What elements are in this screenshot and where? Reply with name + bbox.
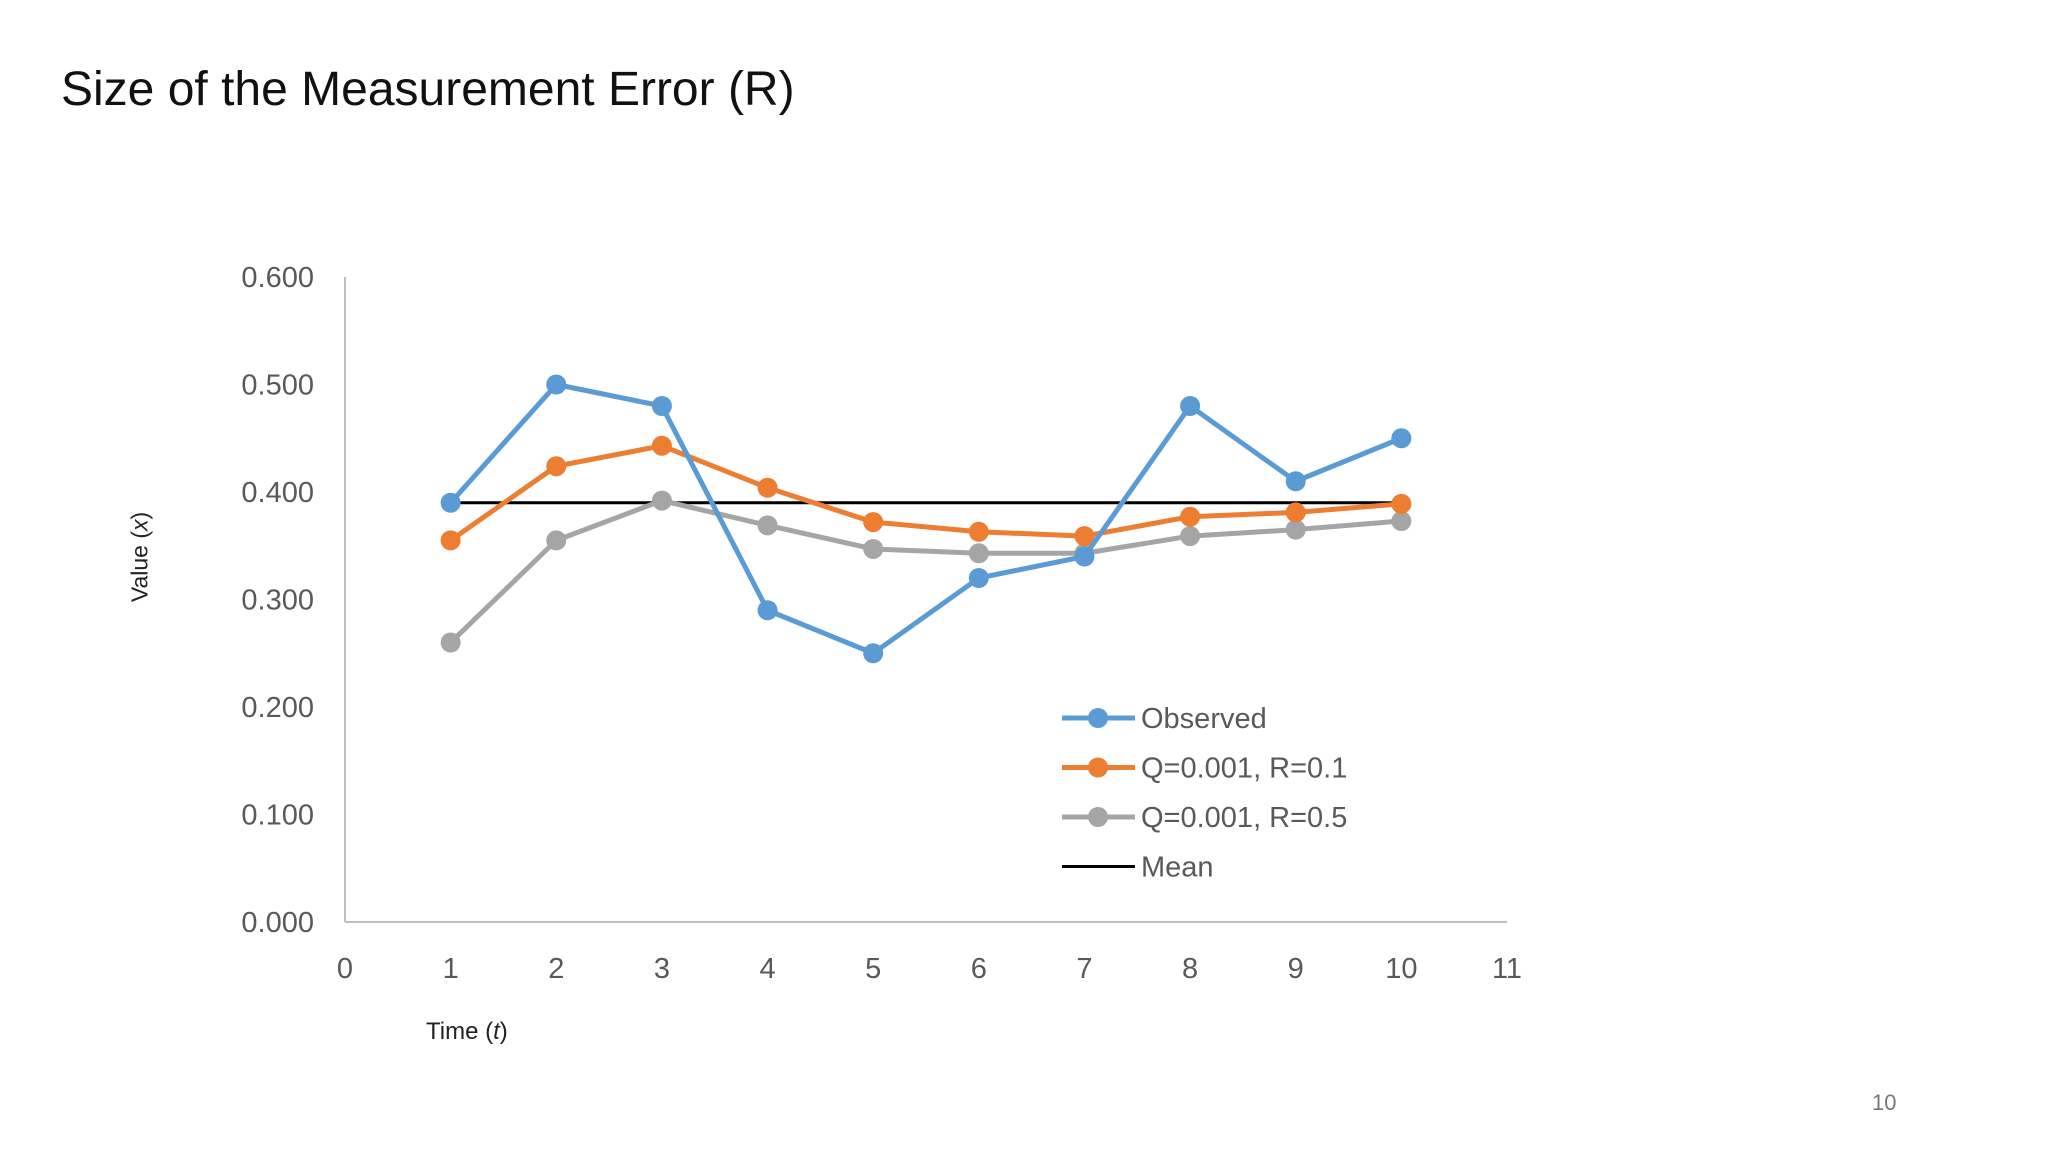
- data-point: [1391, 428, 1412, 449]
- data-point: [651, 490, 672, 511]
- legend-swatch-marker: [1088, 807, 1108, 827]
- data-point: [1285, 502, 1306, 523]
- legend-entry: Mean: [1062, 852, 1214, 884]
- data-point: [440, 530, 461, 551]
- legend-entry: Q=0.001, R=0.1: [1062, 753, 1347, 785]
- data-point: [1180, 506, 1201, 527]
- x-axis-label: Time (t): [426, 1018, 508, 1046]
- data-point: [968, 568, 989, 588]
- series-q-0-001-r-0-1: [440, 435, 1412, 551]
- legend-entry: Q=0.001, R=0.5: [1062, 802, 1347, 834]
- data-point: [1391, 493, 1412, 514]
- x-tick-label: 11: [1492, 953, 1522, 985]
- legend-label: Q=0.001, R=0.1: [1141, 753, 1347, 785]
- data-point: [1074, 526, 1095, 547]
- data-point: [1391, 511, 1412, 532]
- data-point: [1285, 471, 1306, 492]
- legend-swatch-marker: [1088, 708, 1108, 728]
- series-line: [448, 382, 1403, 656]
- x-axis-label-suffix: ): [499, 1018, 508, 1045]
- y-tick-label: 0.500: [241, 370, 314, 402]
- data-point: [757, 515, 778, 536]
- data-point: [863, 538, 884, 559]
- data-point: [757, 600, 778, 621]
- legend-entry: Observed: [1062, 703, 1267, 735]
- x-axis-label-variable: t: [493, 1018, 500, 1045]
- x-tick-label: 0: [337, 953, 353, 985]
- x-tick-label: 8: [1182, 953, 1198, 985]
- legend: Observed Q=0.001, R=0.1 Q=0.001, R=0.5 Mean: [1062, 703, 1347, 884]
- data-point: [651, 435, 672, 456]
- data-point: [440, 632, 461, 653]
- page-number: 10: [1872, 1090, 1897, 1115]
- data-point: [1285, 519, 1306, 540]
- data-point: [440, 492, 461, 513]
- legend-label: Observed: [1141, 703, 1267, 735]
- x-tick-label: 3: [654, 953, 670, 985]
- legend-label: Q=0.001, R=0.5: [1141, 802, 1347, 834]
- series-line: [448, 498, 1402, 645]
- chart-axes: [344, 277, 1507, 923]
- legend-label: Mean: [1141, 852, 1214, 884]
- data-point: [863, 643, 884, 664]
- x-axis-label-prefix: Time (: [426, 1018, 494, 1045]
- x-tick-label: 9: [1288, 953, 1304, 985]
- x-tick-label: 7: [1076, 953, 1092, 985]
- data-point: [968, 521, 989, 542]
- x-tick-label: 2: [548, 953, 564, 985]
- data-point: [651, 396, 672, 416]
- data-point: [757, 477, 778, 498]
- x-tick-label: 5: [865, 953, 881, 985]
- y-tick-label: 0.200: [241, 692, 314, 724]
- y-tick-label: 0.300: [241, 585, 314, 617]
- data-point: [1074, 546, 1095, 567]
- y-tick-labels: 0.000 0.100 0.200 0.300 0.400 0.500 0.600: [241, 262, 314, 939]
- series-line: [449, 443, 1402, 543]
- x-tick-label: 10: [1385, 953, 1417, 985]
- data-point: [1180, 396, 1201, 416]
- data-point: [546, 530, 567, 551]
- y-tick-label: 0.400: [241, 477, 314, 509]
- series-observed: [440, 374, 1412, 664]
- data-point: [546, 374, 567, 395]
- legend-swatch-marker: [1088, 757, 1108, 778]
- x-tick-label: 1: [443, 953, 459, 985]
- y-tick-label: 0.100: [241, 800, 314, 832]
- data-point: [863, 512, 884, 533]
- x-tick-label: 4: [759, 953, 775, 985]
- y-tick-label: 0.000: [241, 907, 314, 939]
- x-tick-labels: 0 1 2 3 4 5 6 7 8 9 10 11: [337, 953, 1522, 985]
- data-point: [968, 543, 989, 564]
- series-layer: [440, 374, 1412, 664]
- data-point: [546, 456, 567, 477]
- x-tick-label: 6: [971, 953, 987, 985]
- y-tick-label: 0.600: [241, 262, 314, 294]
- data-point: [1180, 526, 1201, 547]
- slide-title: Size of the Measurement Error (R): [61, 63, 795, 116]
